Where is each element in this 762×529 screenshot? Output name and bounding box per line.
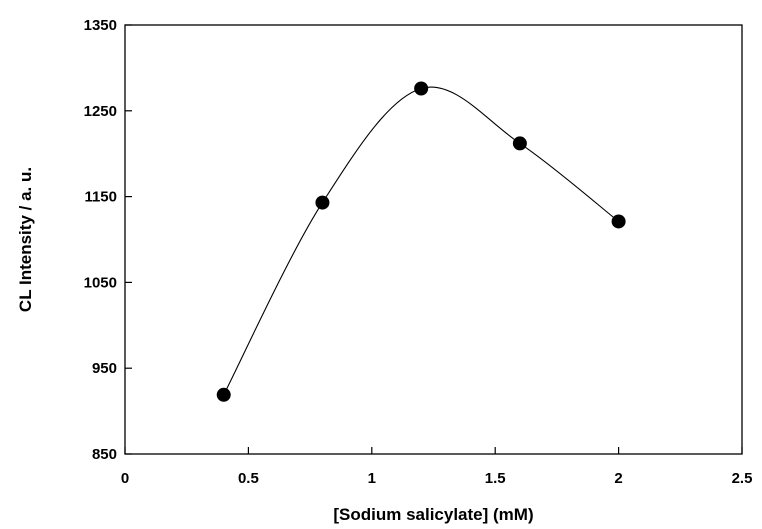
- y-axis-ticks: 850 950 1050 1150 1250 1350: [84, 17, 132, 463]
- y-tick-label: 1350: [84, 17, 117, 34]
- plot-area-frame: [124, 24, 743, 455]
- x-tick-label: 0: [121, 470, 129, 487]
- x-tick-label: 0.5: [238, 470, 259, 487]
- y-tick-label: 1050: [84, 274, 117, 291]
- data-point: [611, 214, 626, 229]
- data-point: [512, 136, 527, 151]
- x-axis-ticks: 0 0.5 1 1.5 2 2.5: [121, 447, 753, 487]
- x-tick-label: 2: [614, 470, 622, 487]
- y-axis-title: CL Intensity / a. u.: [16, 167, 35, 312]
- x-tick-label: 1: [368, 470, 376, 487]
- y-tick-label: 950: [92, 360, 117, 377]
- y-tick-label: 1150: [84, 189, 117, 206]
- data-point: [414, 81, 429, 96]
- series-points: [216, 81, 626, 402]
- x-tick-label: 1.5: [485, 470, 506, 487]
- x-axis-title: [Sodium salicylate] (mM): [333, 505, 533, 524]
- data-point: [315, 195, 330, 210]
- y-tick-label: 1250: [84, 103, 117, 120]
- series-curve: [223, 86, 619, 396]
- x-tick-label: 2.5: [732, 470, 753, 487]
- data-point: [216, 387, 231, 402]
- y-tick-label: 850: [92, 446, 117, 463]
